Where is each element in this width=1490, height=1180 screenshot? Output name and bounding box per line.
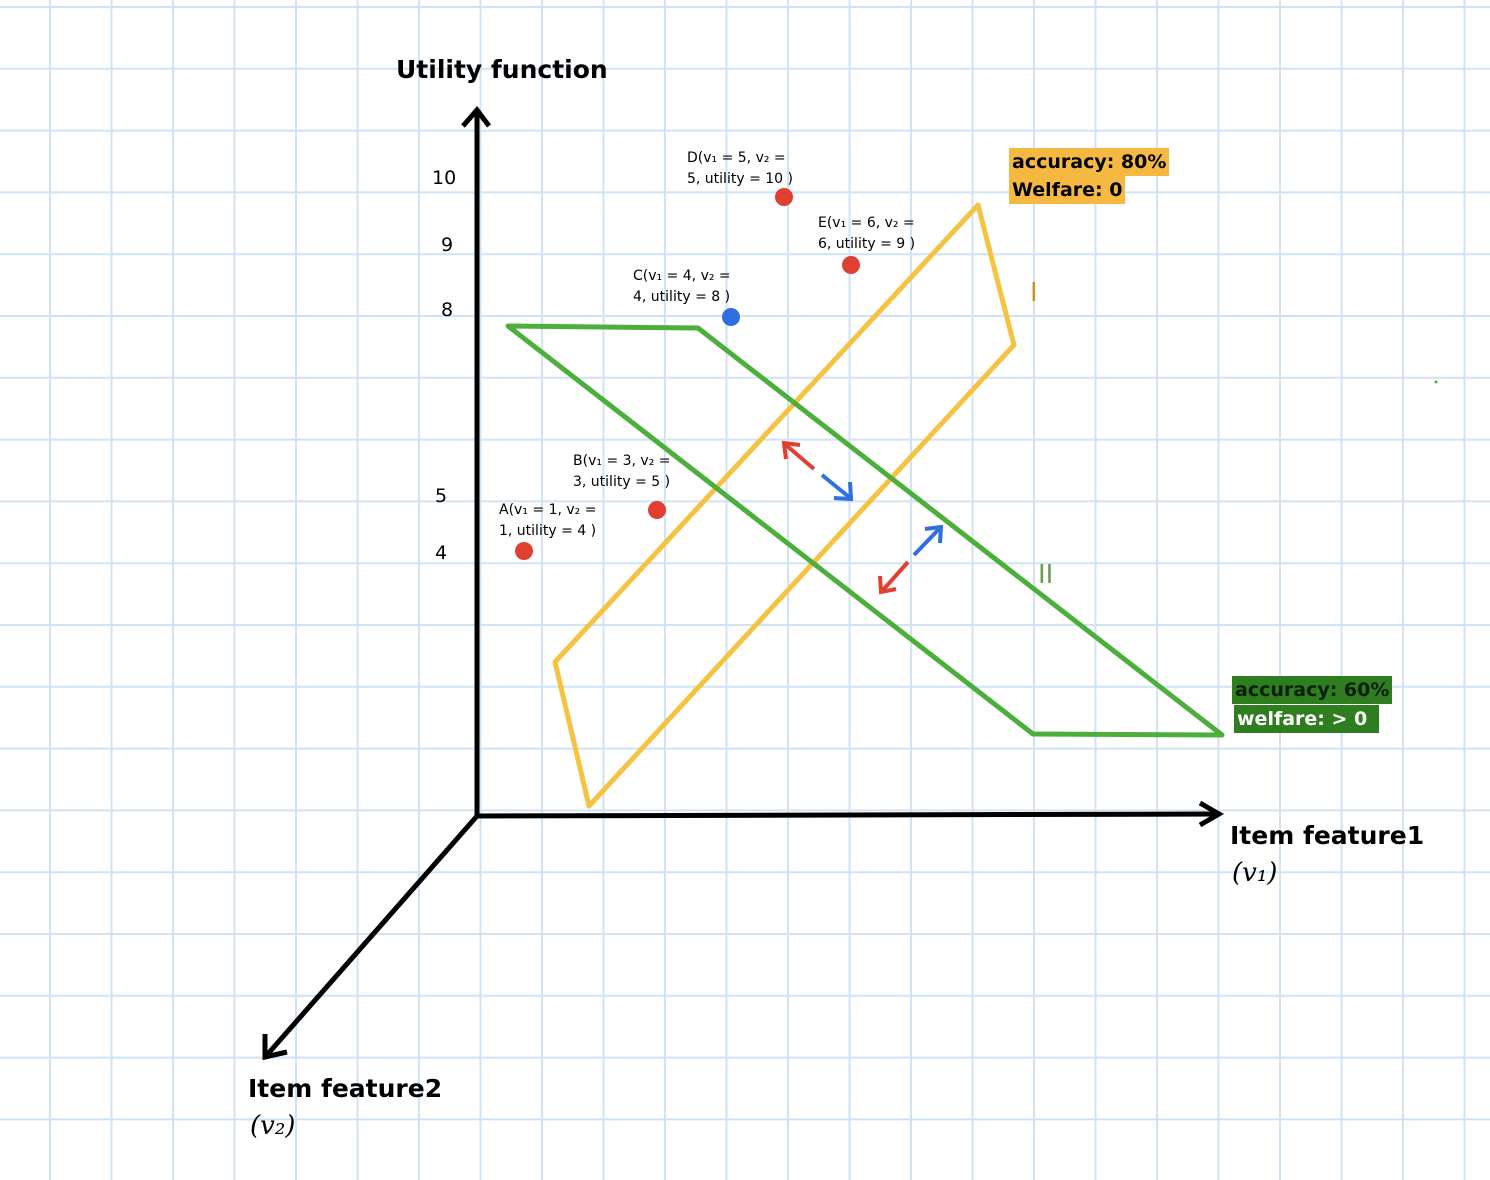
point-D-label: D(v₁ = 5, v₂ = 5, utility = 10 ) (687, 148, 793, 190)
x-axis-arrowhead (1198, 800, 1224, 828)
z-axis (264, 814, 479, 1058)
point-B-marker (648, 501, 666, 519)
green-accuracy-badge: accuracy: 60% (1232, 676, 1393, 704)
plane-I-label: I (1030, 278, 1038, 308)
y-axis-arrowhead (461, 106, 491, 128)
stray-dot (1434, 380, 1438, 384)
z-axis-title: Item feature2 (248, 1074, 443, 1103)
point-A-marker (515, 542, 533, 560)
y-tick-9: 9 (441, 234, 454, 256)
point-C-label: C(v₁ = 4, v₂ = 4, utility = 8 ) (633, 266, 731, 308)
plane-yellow (552, 202, 1017, 809)
z-axis-variable: (v₂) (250, 1111, 296, 1141)
point-E-label-line2: 6, utility = 9 ) (818, 236, 916, 252)
yellow-accuracy-badge: accuracy: 80% (1009, 148, 1170, 176)
point-D-label-line2: 5, utility = 10 ) (687, 171, 793, 187)
gap-arrow-lower (878, 524, 944, 595)
x-axis-variable: (v₁) (1232, 858, 1278, 888)
point-E-label-line1: E(v₁ = 6, v₂ = (818, 215, 915, 231)
y-axis-title: Utility function (396, 55, 608, 84)
point-A-label-line1: A(v₁ = 1, v₂ = (499, 502, 597, 518)
x-axis-title: Item feature1 (1230, 821, 1425, 850)
point-B-label-line1: B(v₁ = 3, v₂ = (573, 453, 671, 469)
point-C-label-line1: C(v₁ = 4, v₂ = (633, 268, 731, 284)
x-axis (476, 811, 1219, 819)
point-E-label: E(v₁ = 6, v₂ = 6, utility = 9 ) (818, 213, 915, 255)
point-E-marker (842, 256, 860, 274)
gap-arrow-upper (781, 440, 854, 502)
point-A-label: A(v₁ = 1, v₂ = 1, utility = 4 ) (499, 500, 596, 542)
point-B-label-line2: 3, utility = 5 ) (573, 474, 671, 490)
y-tick-8: 8 (441, 299, 454, 321)
green-welfare-badge: welfare: > 0 (1234, 705, 1380, 733)
point-B-label: B(v₁ = 3, v₂ = 3, utility = 5 ) (573, 451, 670, 493)
yellow-welfare-badge: Welfare: 0 (1009, 176, 1126, 204)
point-D-marker (775, 188, 793, 206)
point-A-label-line2: 1, utility = 4 ) (499, 523, 597, 539)
y-tick-4: 4 (435, 542, 448, 564)
y-tick-10: 10 (432, 167, 457, 189)
point-D-label-line1: D(v₁ = 5, v₂ = (687, 150, 786, 166)
plane-II-label: II (1038, 560, 1054, 590)
plane-green (505, 323, 1225, 738)
z-axis-arrowhead (262, 1034, 288, 1061)
point-C-label-line2: 4, utility = 8 ) (633, 289, 731, 305)
point-C-marker (722, 308, 740, 326)
y-tick-5: 5 (435, 485, 448, 507)
